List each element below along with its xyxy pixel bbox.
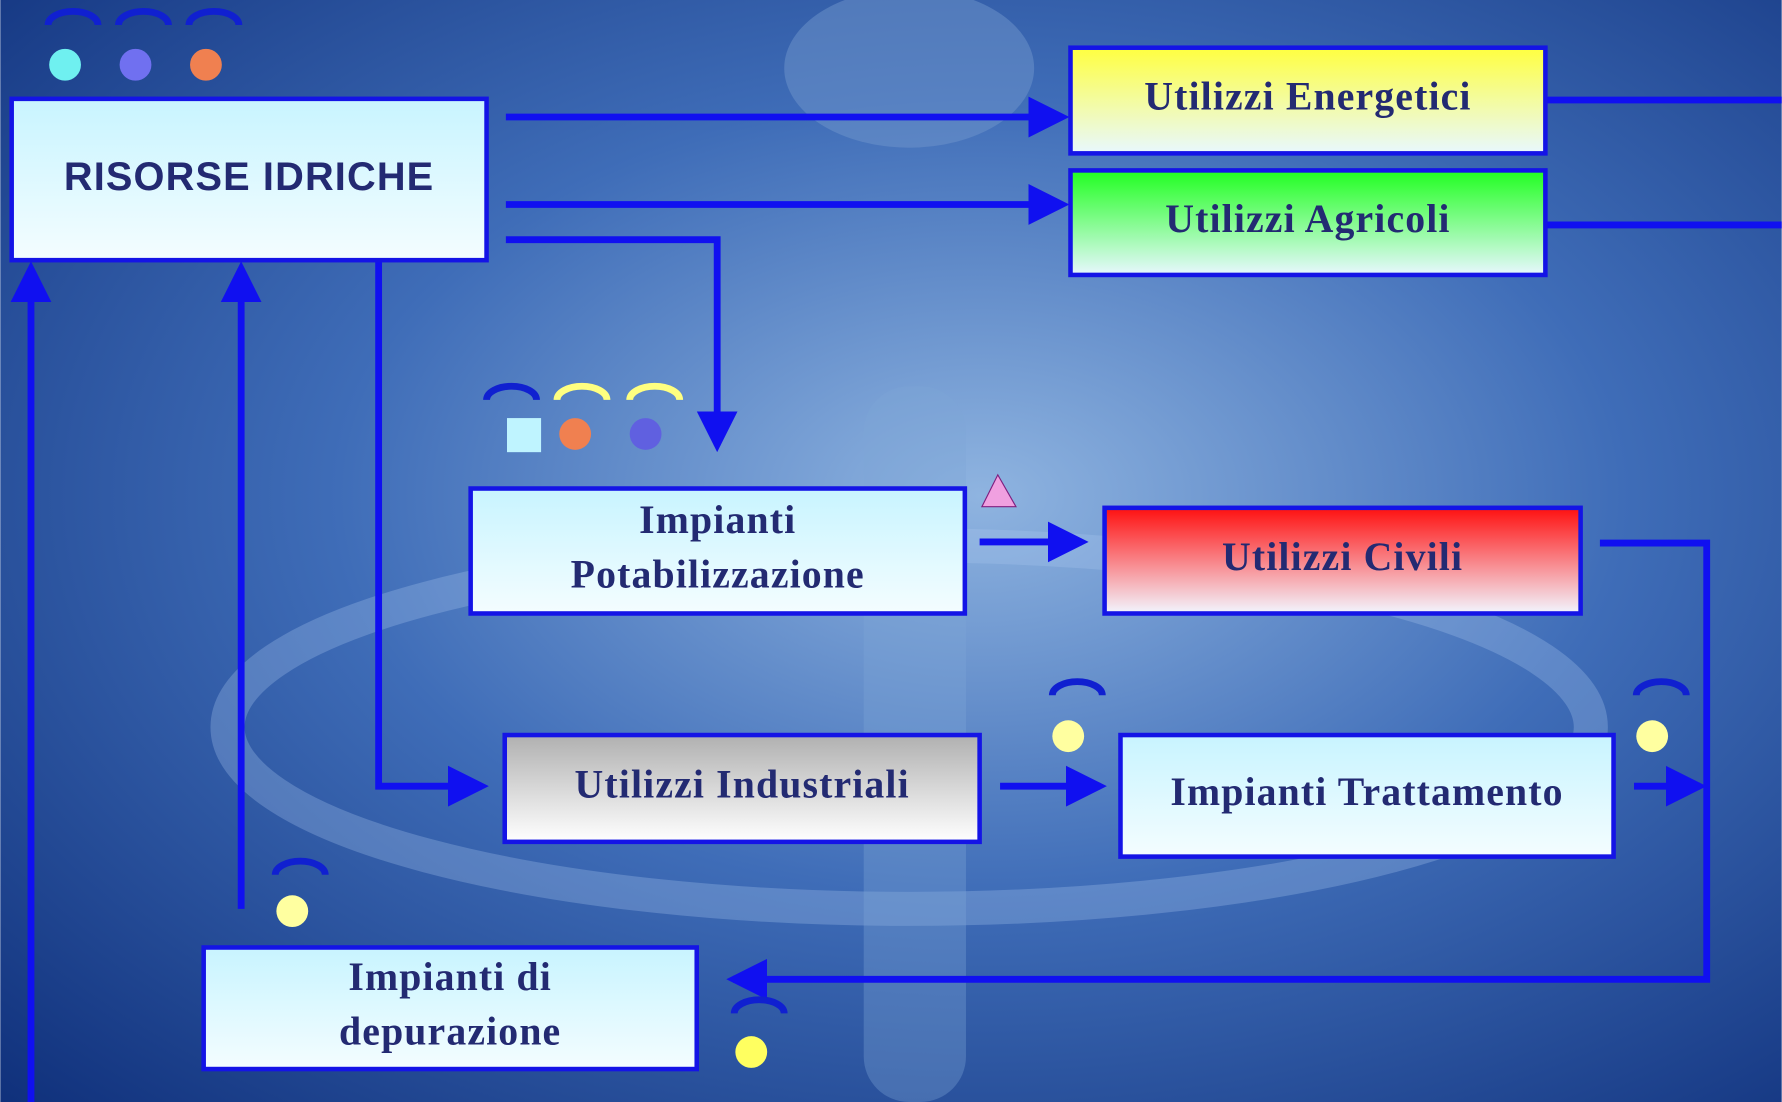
icon [190, 49, 222, 81]
icon [507, 418, 541, 452]
page: RISORSE IDRICHE Utilizzi Energetici Utiliz… [0, 0, 1782, 1102]
node-label: depurazione [339, 1010, 561, 1054]
node-label: Impianti di [348, 955, 552, 999]
node-label: RISORSE IDRICHE [64, 155, 434, 199]
node-label: Impianti [639, 498, 796, 542]
node-label: Potabilizzazione [571, 552, 865, 596]
icon [630, 418, 662, 450]
diagram: RISORSE IDRICHE Utilizzi Energetici Utiliz… [0, 0, 1782, 1102]
icon [1052, 720, 1084, 752]
icon [559, 418, 591, 450]
node-label: Impianti Trattamento [1170, 770, 1563, 814]
node-label: Utilizzi Industriali [575, 763, 910, 807]
node-label: Utilizzi Energetici [1144, 75, 1471, 119]
node-label: Utilizzi Agricoli [1165, 197, 1450, 241]
icon [120, 49, 152, 81]
icon [1636, 720, 1668, 752]
icon [49, 49, 81, 81]
node-label: Utilizzi Civili [1222, 535, 1463, 579]
icon [276, 895, 308, 927]
icon [735, 1036, 767, 1068]
